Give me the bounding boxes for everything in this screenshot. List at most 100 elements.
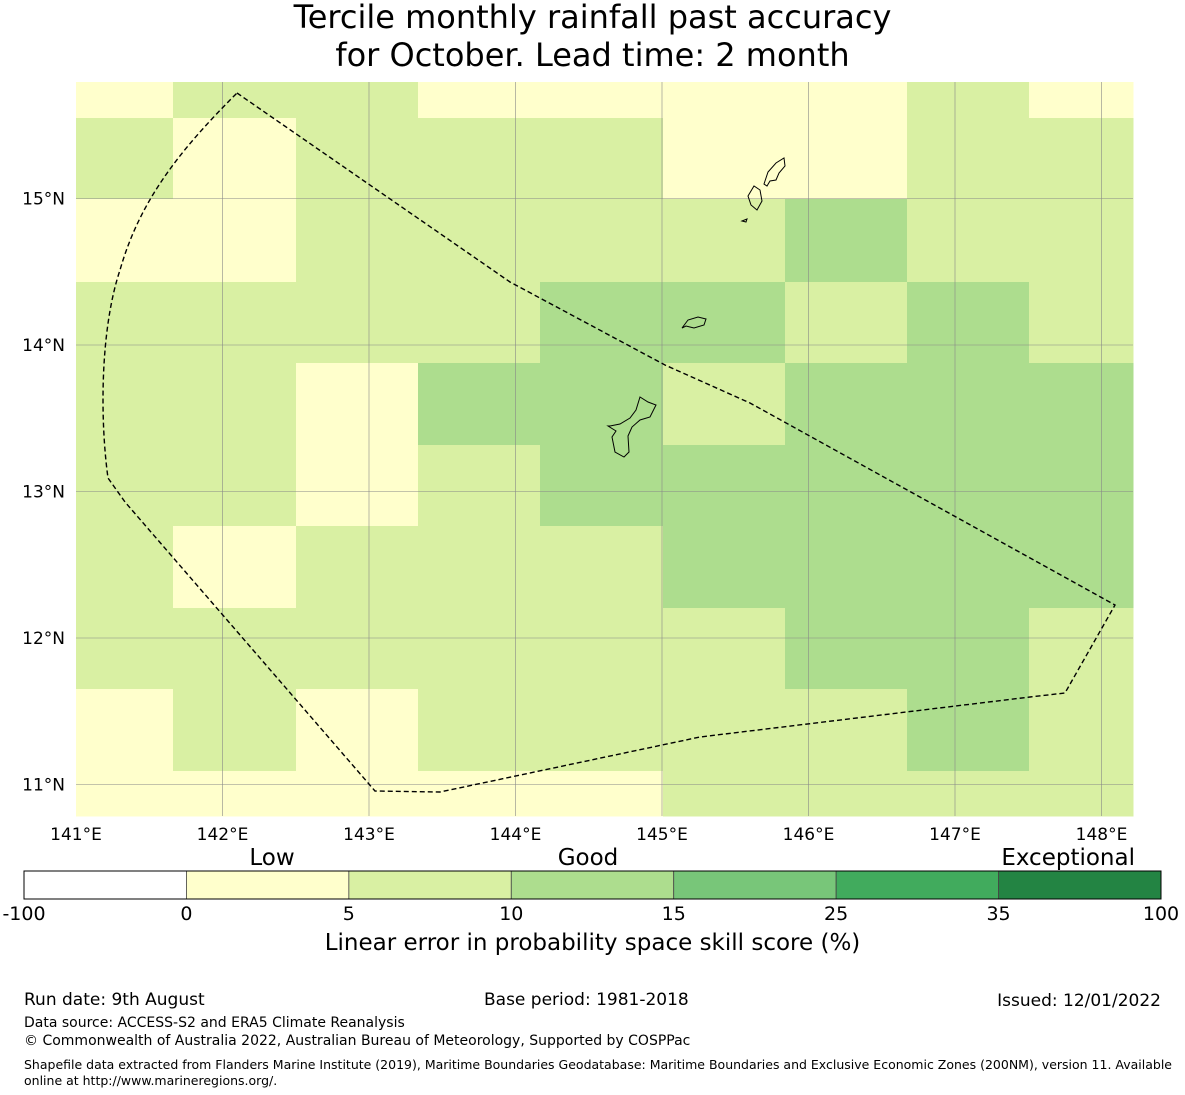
grid-cell <box>1029 199 1134 283</box>
grid-cell <box>173 118 297 200</box>
latitude-labels: 15°N 14°N 13°N 12°N 11°N <box>22 190 65 796</box>
grid-cell <box>907 82 1030 119</box>
colorbar-segment <box>673 870 837 900</box>
grid-cell <box>663 689 786 772</box>
graticule <box>76 82 1133 816</box>
grid-cell <box>540 771 664 817</box>
grid-cell <box>663 771 786 817</box>
grid-cell <box>1029 363 1134 446</box>
grid-cell <box>76 608 174 690</box>
grid-cell <box>76 526 174 609</box>
grid-cell <box>418 771 541 817</box>
grid-cell <box>418 82 541 119</box>
issued-date: Issued: 12/01/2022 <box>997 991 1161 1011</box>
colorbar-segment <box>348 870 512 900</box>
map-title-line1: Tercile monthly rainfall past accuracy <box>293 0 892 36</box>
grid-cell <box>907 445 1030 527</box>
grid-cell <box>1029 282 1134 364</box>
grid-cell <box>785 82 908 119</box>
category-good: Good <box>558 845 619 871</box>
lat-tick-label: 12°N <box>22 629 65 649</box>
grid-cell <box>296 771 419 817</box>
grid-cell <box>418 363 541 446</box>
colorbar-tick-label: 100 <box>1143 903 1179 925</box>
grid-cell <box>1029 445 1134 527</box>
grid-cell <box>418 445 541 527</box>
grid-cell <box>1029 82 1134 119</box>
skill-grid <box>76 82 1134 817</box>
grid-cell <box>296 118 419 200</box>
grid-cell <box>907 282 1030 364</box>
grid-cell <box>296 199 419 283</box>
grid-cell <box>907 526 1030 609</box>
grid-cell <box>1029 771 1134 817</box>
colorbar-tick-label: 5 <box>343 903 355 925</box>
base-period: Base period: 1981-2018 <box>484 990 689 1010</box>
grid-cell <box>76 82 174 119</box>
grid-cell <box>296 608 419 690</box>
grid-cell <box>785 771 908 817</box>
colorbar-segment <box>998 870 1162 900</box>
grid-cell <box>785 689 908 772</box>
island-aguijan <box>740 218 748 223</box>
grid-cell <box>540 445 664 527</box>
lat-tick-label: 11°N <box>22 776 65 796</box>
grid-cell <box>785 445 908 527</box>
colorbar-tick-label: 15 <box>662 903 686 925</box>
grid-cell <box>1029 689 1134 772</box>
grid-cell <box>173 526 297 609</box>
grid-cell <box>76 118 174 200</box>
grid-cell <box>418 526 541 609</box>
grid-cell <box>540 82 664 119</box>
lat-tick-label: 14°N <box>22 336 65 356</box>
grid-cell <box>907 118 1030 200</box>
grid-cell <box>173 282 297 364</box>
colorbar-categories: Low Good Exceptional <box>249 845 1135 871</box>
run-date: Run date: 9th August <box>24 990 205 1010</box>
grid-cell <box>296 689 419 772</box>
grid-cell <box>540 199 664 283</box>
grid-cell <box>540 608 664 690</box>
grid-cell <box>540 689 664 772</box>
grid-cell <box>76 199 174 283</box>
shapefile-credit: Shapefile data extracted from Flanders M… <box>24 1057 1172 1088</box>
grid-cell <box>663 282 786 364</box>
grid-cell <box>296 282 419 364</box>
grid-cell <box>418 118 541 200</box>
grid-cell <box>418 608 541 690</box>
colorbar-tick-label: 0 <box>180 903 192 925</box>
colorbar-segment <box>23 870 187 900</box>
colorbar-segment <box>186 870 350 900</box>
colorbar-segment <box>510 870 675 900</box>
lon-tick-label: 141°E <box>50 825 102 845</box>
grid-cell <box>76 445 174 527</box>
grid-cell <box>173 199 297 283</box>
lat-tick-label: 13°N <box>22 483 65 503</box>
grid-cell <box>1029 526 1134 609</box>
grid-cell <box>663 445 786 527</box>
grid-cell <box>173 689 297 772</box>
lon-tick-label: 147°E <box>929 825 981 845</box>
colorbar <box>23 870 1162 900</box>
grid-cell <box>663 82 786 119</box>
grid-cell <box>173 771 297 817</box>
lon-tick-label: 142°E <box>197 825 249 845</box>
grid-cell <box>663 363 786 446</box>
island-tinian <box>747 185 763 211</box>
grid-cell <box>173 445 297 527</box>
grid-cell <box>785 118 908 200</box>
grid-cell <box>663 526 786 609</box>
lon-tick-label: 144°E <box>490 825 542 845</box>
colorbar-segment <box>835 870 999 900</box>
grid-cell <box>540 526 664 609</box>
grid-cell <box>907 771 1030 817</box>
colorbar-tick-label: 10 <box>499 903 523 925</box>
islands <box>606 157 786 458</box>
data-source: Data source: ACCESS-S2 and ERA5 Climate … <box>24 1015 405 1031</box>
grid-cell <box>663 608 786 690</box>
colorbar-tick-label: 25 <box>824 903 848 925</box>
grid-cell <box>418 689 541 772</box>
grid-cell <box>1029 608 1134 690</box>
grid-cell <box>296 82 419 119</box>
